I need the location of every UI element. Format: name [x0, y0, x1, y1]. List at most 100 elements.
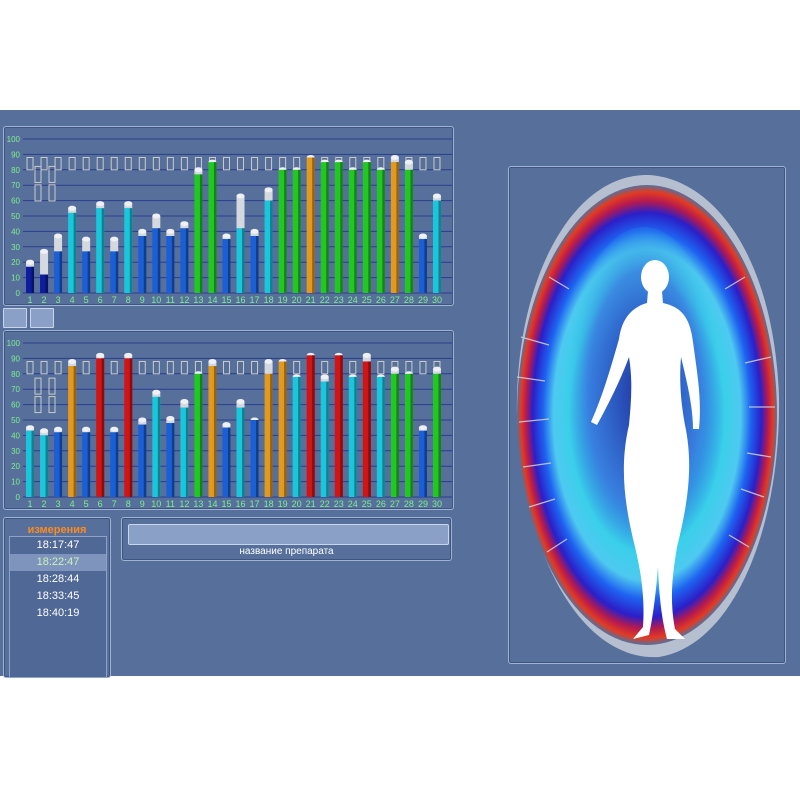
x-tick-label: 9 [140, 499, 145, 509]
bar [40, 274, 49, 293]
bar-shade [242, 407, 245, 497]
bar-shade [59, 251, 63, 293]
measurement-item[interactable]: 18:40:19 [36, 607, 80, 619]
bar [222, 427, 231, 497]
bar [152, 228, 161, 293]
drug-panel: название препарата [121, 517, 452, 561]
bar [292, 376, 301, 497]
bar-shade [326, 381, 329, 497]
x-tick-label: 7 [112, 499, 117, 509]
bar [432, 200, 441, 293]
bar-shade [284, 169, 287, 293]
x-tick-label: 19 [278, 295, 288, 305]
x-tick-label: 23 [334, 295, 344, 305]
y-tick-label: 90 [11, 150, 20, 159]
bar [222, 239, 231, 293]
bar-cap [264, 189, 273, 201]
x-tick-label: 24 [348, 295, 358, 305]
norm-marker [321, 360, 329, 375]
bar-shade [31, 266, 35, 293]
x-tick-label: 10 [151, 295, 161, 305]
norm-marker [180, 360, 188, 375]
norm-marker [251, 360, 259, 375]
bar-shade [382, 169, 385, 293]
bar-cap-top [236, 193, 245, 199]
x-tick-label: 1 [28, 295, 33, 305]
x-tick-label: 13 [193, 295, 203, 305]
x-tick-label: 12 [179, 295, 189, 305]
x-tick-label: 28 [404, 499, 414, 509]
x-tick-label: 27 [390, 499, 400, 509]
norm-marker [54, 156, 62, 171]
x-tick-label: 19 [278, 499, 288, 509]
norm-marker [26, 360, 34, 375]
chart-tab-2[interactable] [30, 308, 54, 328]
y-tick-label: 80 [11, 166, 20, 175]
bar [166, 423, 175, 497]
x-tick-label: 3 [56, 295, 61, 305]
y-tick-label: 20 [11, 258, 20, 267]
x-tick-label: 9 [140, 295, 145, 305]
bar-shade [326, 162, 329, 293]
y-tick-label: 0 [16, 289, 21, 298]
bar [26, 430, 35, 497]
bar [264, 373, 273, 497]
chart-tab-1[interactable] [3, 308, 27, 328]
bar-cap-top [404, 159, 413, 165]
norm-marker [419, 156, 427, 171]
bar-cap-top [264, 187, 273, 193]
bar-cap-top [96, 201, 105, 207]
measurements-list[interactable]: 18:17:47 18:22:47 18:28:44 18:33:45 18:4… [9, 536, 107, 678]
bar-cap-top [40, 248, 49, 254]
bar-shade [185, 407, 189, 497]
bar-shade [298, 169, 301, 293]
x-tick-label: 26 [376, 499, 386, 509]
y-tick-label: 50 [11, 212, 20, 221]
bar-cap-top [26, 425, 35, 431]
bottom-chart-panel: 0 10 20 30 40 50 60 70 80 90 100 1 2 3 4 5 6 7 8 9 10 11 12 13 1… [3, 330, 454, 510]
norm-marker [152, 360, 160, 375]
bar-shade [157, 396, 161, 497]
y-tick-label: 20 [11, 462, 20, 471]
bar [194, 373, 203, 497]
x-tick-label: 4 [70, 499, 75, 509]
bar-shade [396, 373, 399, 497]
drug-name-field[interactable] [128, 524, 449, 545]
x-tick-label: 17 [250, 499, 260, 509]
measurement-item-selected[interactable]: 18:22:47 [10, 554, 106, 571]
side-norm-marker [48, 165, 56, 183]
norm-marker [138, 360, 146, 375]
bar-cap-top [68, 358, 77, 364]
bar [40, 435, 49, 497]
bar-shade [143, 424, 147, 497]
y-tick-label: 80 [11, 370, 20, 379]
measurement-item[interactable]: 18:17:47 [36, 539, 80, 551]
bar [404, 169, 413, 293]
bar-cap-top [152, 213, 161, 219]
norm-marker [82, 156, 90, 171]
bar-shade [213, 366, 217, 497]
x-tick-label: 26 [376, 295, 386, 305]
bar-cap-top [180, 399, 189, 405]
norm-marker [26, 156, 34, 171]
x-tick-label: 23 [334, 499, 344, 509]
x-tick-label: 24 [348, 499, 358, 509]
x-tick-label: 21 [306, 295, 316, 305]
bar [376, 169, 385, 293]
measurement-item[interactable]: 18:33:45 [36, 590, 80, 602]
bar-cap-top [68, 205, 77, 211]
bar-shade [171, 423, 175, 497]
bar-cap-top [110, 236, 119, 242]
bar-cap-top [320, 374, 329, 380]
bar-shade [256, 420, 259, 497]
x-tick-label: 6 [98, 499, 103, 509]
bar-cap-top [54, 426, 63, 432]
bar-cap-top [124, 201, 133, 207]
side-norm-marker [48, 396, 56, 414]
y-tick-label: 0 [16, 493, 21, 502]
x-tick-label: 30 [432, 295, 442, 305]
measurement-item[interactable]: 18:28:44 [36, 573, 80, 585]
x-tick-label: 28 [404, 295, 414, 305]
bar [124, 358, 133, 497]
